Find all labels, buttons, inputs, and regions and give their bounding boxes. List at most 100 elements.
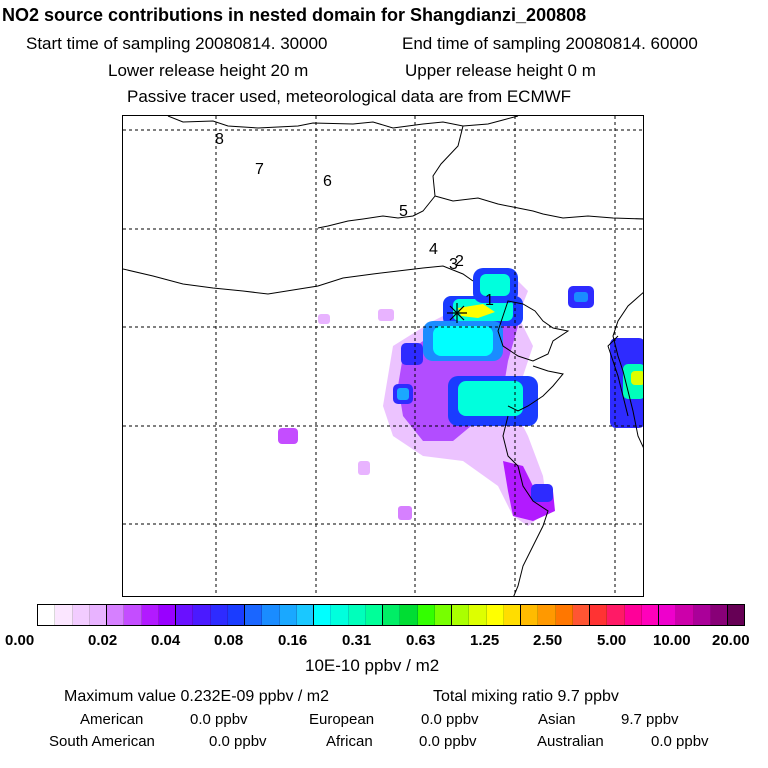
trajectory-label-7: 7 [255,161,264,178]
field-west-isolated [278,428,298,444]
colorbar-segment [210,605,228,625]
coastline-north-2 [317,125,464,229]
field-south-small [358,461,370,475]
field-north-yellow [458,304,495,318]
trajectory-label-6: 6 [323,173,332,190]
american-label: American [80,711,144,728]
colorbar-segment [572,605,590,625]
european-value: 0.0 ppbv [421,711,479,728]
colorbar-tick: 20.00 [712,632,750,649]
asian-label: Asian [538,711,576,728]
colorbar-tick: 0.02 [88,632,118,649]
receptor-star-icon [447,303,467,323]
field-southeast [503,461,555,521]
field-mid-core [433,326,493,356]
colorbar-segment [469,605,487,625]
colorbar-segment [486,605,504,625]
field-sw-core [397,388,409,400]
colorbar-segment [314,605,332,625]
colorbar-segment [624,605,642,625]
colorbar-segment [607,605,625,625]
african-value: 0.0 ppbv [419,733,477,750]
colorbar-segment [417,605,435,625]
colorbar-segment [434,605,452,625]
colorbar-tick: 2.50 [533,632,563,649]
lower-release-height: Lower release height 20 m [108,61,309,80]
coastline-northeast [434,195,643,220]
colorbar-tick: 10.00 [653,632,691,649]
start-time: Start time of sampling 20080814. 30000 [26,34,328,53]
south-american-value: 0.0 ppbv [209,733,267,750]
colorbar-segment [331,605,349,625]
australian-value: 0.0 ppbv [651,733,709,750]
max-value: Maximum value 0.232E-09 ppbv / m2 [64,688,330,705]
colorbar-segment [400,605,418,625]
field-south-core [458,381,523,416]
colorbar-segment [676,605,694,625]
field-west-blob [401,343,423,365]
field-east-isolated-core [574,292,588,302]
grid-lines [123,116,643,596]
coastline-north [167,116,519,129]
coastline-central [123,265,474,295]
colorbar-segment [89,605,107,625]
end-time: End time of sampling 20080814. 60000 [402,34,698,53]
tracer-note: Passive tracer used, meteorological data… [127,87,572,106]
colorbar-segment [641,605,659,625]
trajectory-label-2: 2 [455,253,464,270]
colorbar-segment [728,605,745,625]
colorbar-segment [107,605,125,625]
coastline-south [502,415,549,596]
south-american-label: South American [49,733,155,750]
field-nw-small [318,314,330,324]
colorbar-segment [38,605,56,625]
colorbar-segment [124,605,142,625]
american-value: 0.0 ppbv [190,711,248,728]
colorbar-tick: 0.00 [5,632,35,649]
trajectory-label-1: 1 [485,292,494,309]
upper-release-height: Upper release height 0 m [405,61,596,80]
african-label: African [326,733,373,750]
colorbar-tick: 0.63 [406,632,436,649]
colorbar-segment [521,605,539,625]
colorbar-segment [503,605,521,625]
colorbar-tick: 1.25 [470,632,500,649]
trajectory-label-5: 5 [399,203,408,220]
colorbar-segment [555,605,573,625]
map-panel: 8 7 6 5 4 3 2 1 [122,115,644,597]
coastline-bay [497,300,570,362]
colorbar-segment [710,605,728,625]
trajectory-label-8: 8 [215,131,224,148]
coastline-peninsula [507,365,564,412]
colorbar-tick: 0.16 [278,632,308,649]
colorbar-segment [348,605,366,625]
coastlines [123,116,643,596]
colorbar-segment [158,605,176,625]
colorbar-segment [365,605,383,625]
colorbar-tick: 5.00 [597,632,627,649]
colorbar-segment [538,605,556,625]
colorbar-segment [55,605,73,625]
asian-value: 9.7 ppbv [621,711,679,728]
map-canvas: 8 7 6 5 4 3 2 1 [123,116,643,596]
colorbar-segment [383,605,401,625]
colorbar-unit: 10E-10 ppbv / m2 [305,656,440,675]
colorbar-tick: 0.31 [342,632,372,649]
european-label: European [309,711,375,728]
colorbar-segment [72,605,90,625]
colorbar-segment [141,605,159,625]
concentration-field [278,268,643,526]
colorbar-segment [279,605,297,625]
colorbar-segment [227,605,245,625]
map-title: NO2 source contributions in nested domai… [2,5,587,25]
colorbar-segment [659,605,677,625]
total-mixing-ratio: Total mixing ratio 9.7 ppbv [433,688,619,705]
australian-label: Australian [537,733,604,750]
field-coast-yellow [631,371,643,385]
colorbar [37,604,745,626]
trajectory-label-4: 4 [429,241,438,258]
trajectory-label-3: 3 [449,256,458,273]
field-southeast-small [398,506,412,520]
colorbar-segment [262,605,280,625]
colorbar-tick: 0.04 [151,632,181,649]
